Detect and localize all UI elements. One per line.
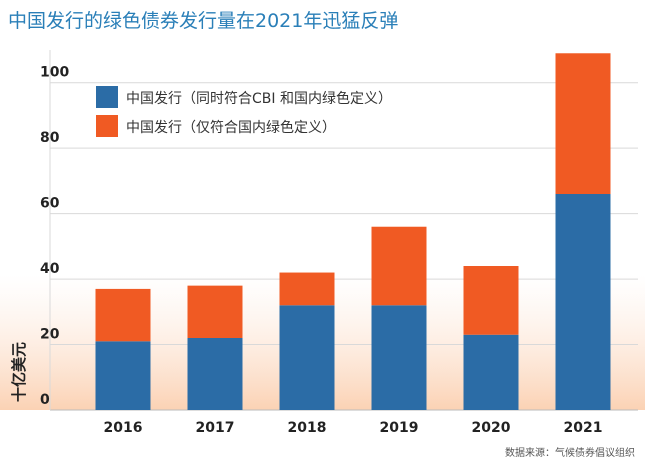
bar-2017-series-a [187, 338, 243, 410]
bar-2016-series-a [95, 341, 151, 410]
bar-2017-series-b [187, 285, 243, 338]
grid-lines [49, 50, 638, 411]
y-tick-label: 40 [40, 261, 60, 277]
bar-2021-series-a [555, 194, 611, 410]
x-tick-labels: 2016 2017 2018 2019 2020 2021 [104, 420, 603, 436]
data-source-note: 数据来源：气候债券倡议组织 [505, 448, 635, 459]
x-tick-label-2016: 2016 [104, 420, 143, 436]
y-tick-label: 80 [40, 130, 60, 146]
legend-label-series-a: 中国发行（同时符合CBI 和国内绿色定义） [126, 90, 392, 107]
y-tick-labels: 0 20 40 60 80 100 [40, 65, 69, 408]
legend-label-series-b: 中国发行（仅符合国内绿色定义） [126, 119, 336, 136]
legend-swatch-series-b [96, 115, 118, 137]
x-tick-label-2020: 2020 [472, 420, 511, 436]
x-tick-label-2021: 2021 [564, 420, 603, 436]
y-tick-label: 60 [40, 196, 60, 212]
y-axis-label: 十亿美元 [10, 342, 28, 402]
x-tick-label-2019: 2019 [380, 420, 419, 436]
x-tick-label-2018: 2018 [288, 420, 327, 436]
bars [95, 53, 611, 410]
legend: 中国发行（同时符合CBI 和国内绿色定义） 中国发行（仅符合国内绿色定义） [96, 86, 392, 137]
chart-title: 中国发行的绿色债券发行量在2021年迅猛反弹 [8, 10, 399, 32]
bar-2016-series-b [95, 288, 151, 342]
legend-swatch-series-a [96, 86, 118, 108]
bar-2021-series-b [555, 53, 611, 194]
y-tick-label: 100 [40, 65, 69, 81]
bar-2020-series-b [463, 266, 519, 335]
x-tick-label-2017: 2017 [196, 420, 235, 436]
bar-2019-series-b [371, 226, 427, 306]
bar-2020-series-a [463, 334, 519, 410]
bar-2018-series-a [279, 305, 335, 410]
bar-2019-series-a [371, 305, 427, 410]
y-tick-label: 20 [40, 327, 60, 343]
y-tick-label: 0 [40, 392, 50, 408]
bar-2018-series-b [279, 272, 335, 306]
